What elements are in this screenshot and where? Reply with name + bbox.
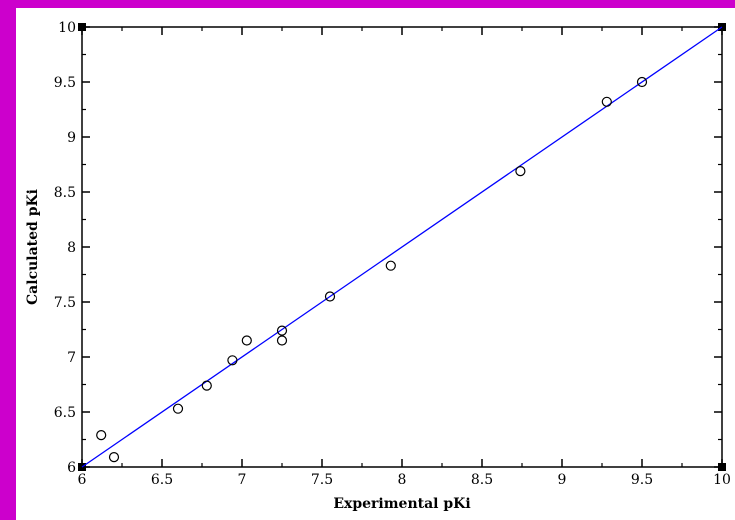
x-tick-label: 9.5 [631,472,653,488]
x-axis-ticks: 6 6.5 7 7.5 8 8.5 9 9.5 10 [78,27,731,488]
data-points [96,76,648,463]
x-tick-label: 8.5 [471,472,493,488]
data-point [324,291,336,302]
data-point [385,260,396,271]
data-point [601,96,612,107]
y-tick-label: 7 [67,350,76,366]
data-point [172,403,184,414]
data-point [276,335,288,346]
data-point [515,166,526,177]
corner-square [718,463,726,471]
data-point [276,325,288,336]
y-tick-label: 9.5 [54,75,76,91]
y-tick-label: 10 [58,20,76,36]
x-tick-label: 6 [78,472,87,488]
x-tick-label: 10 [713,472,731,488]
data-point [108,452,120,463]
y-axis-title: Calculated pKi [25,189,41,305]
data-point [241,335,252,346]
y-tick-label: 6 [67,460,76,476]
x-tick-label: 6.5 [151,472,173,488]
corner-square [78,23,86,31]
y-tick-label: 9 [67,130,76,146]
y-tick-label: 7.5 [54,295,76,311]
y-tick-label: 6.5 [54,405,76,421]
y-axis-ticks: 6 6.5 7 7.5 8 8.5 9 9.5 10 [54,20,722,476]
fit-line [81,26,723,468]
data-point [96,430,107,441]
x-tick-label: 7.5 [311,472,333,488]
y-tick-label: 8 [67,240,76,256]
data-point [636,76,648,88]
x-tick-label: 7 [238,472,247,488]
y-tick-label: 8.5 [54,185,76,201]
x-tick-label: 8 [398,472,407,488]
x-tick-label: 9 [558,472,567,488]
scatter-chart: 6 6.5 7 7.5 8 8.5 9 9.5 10 6 6.5 7 7.5 8 8.5 9 9.5 10 Ex… [25,20,731,512]
data-point [227,355,238,366]
plot-frame: 6 6.5 7 7.5 8 8.5 9 9.5 10 6 6.5 7 7.5 8 8.5 9 9.5 10 Ex… [16,8,735,520]
x-axis-title: Experimental pKi [333,496,470,512]
data-point [201,380,212,391]
